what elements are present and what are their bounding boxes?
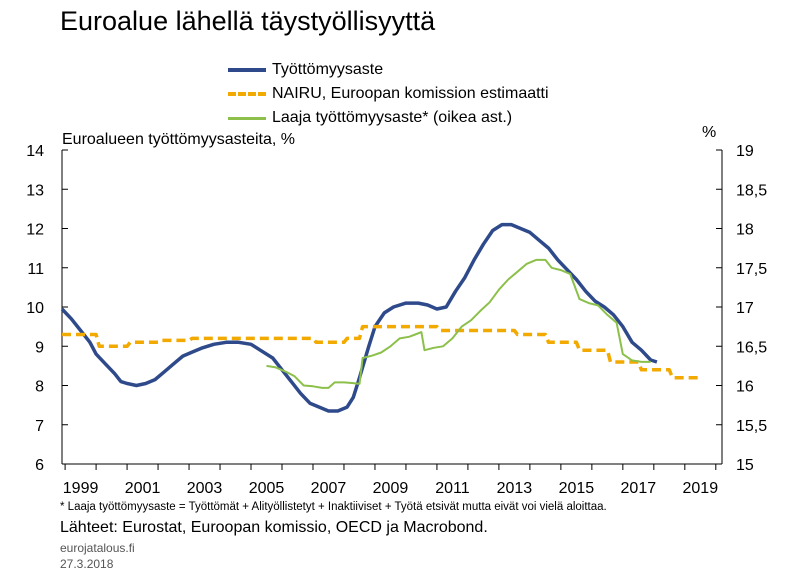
left-y-tick-label: 11 [27, 261, 44, 278]
left-y-tick-label: 12 [26, 222, 44, 239]
publish-date: 27.3.2018 [60, 557, 114, 571]
right-y-tick-label: 16 [736, 379, 754, 396]
right-axis-label: % [702, 124, 717, 141]
legend-item-unemployment: Työttömyysaste [228, 58, 549, 82]
x-tick-label: 2015 [559, 480, 595, 497]
axes: 6 7 8 9 10 11 12 13 14 15 15,5 16 16,5 17 17,5 18 18,5 19… [26, 143, 767, 497]
series-line-broad-unemployment [266, 258, 651, 389]
series-lines [60, 222, 701, 413]
series-line-nairu [62, 324, 701, 380]
right-y-tick-label: 18 [736, 222, 754, 239]
x-tick-label: 2011 [435, 480, 470, 497]
legend-item-nairu: NAIRU, Euroopan komission estimaatti [228, 82, 549, 106]
left-y-tick-label: 8 [35, 379, 44, 396]
site-name: eurojatalous.fi [60, 541, 135, 555]
sources: Lähteet: Eurostat, Euroopan komissio, OE… [60, 519, 488, 536]
line-chart: 6 7 8 9 10 11 12 13 14 15 15,5 16 16,5 17 17,5 18 18,5 19… [26, 143, 767, 497]
x-tick-label: 2019 [683, 480, 719, 497]
chart-title: Euroalue lähellä täystyöllisyyttä [60, 6, 436, 36]
legend-item-broad-unemployment: Laaja työttömyysaste* (oikea ast.) [228, 106, 549, 130]
left-y-tick-label: 6 [35, 457, 44, 474]
right-y-tick-label: 17,5 [736, 261, 767, 278]
x-tick-label: 2013 [497, 480, 533, 497]
x-tick-label: 2005 [249, 480, 285, 497]
left-axis-label: Euroalueen työttömyysasteita, % [62, 131, 296, 148]
x-tick-label: 2017 [621, 480, 657, 497]
right-y-tick-label: 15,5 [736, 418, 767, 435]
right-y-tick-label: 17 [736, 300, 754, 317]
footnote: * Laaja työttömyysaste = Työttömät + Ali… [60, 501, 607, 513]
legend-label-nairu: NAIRU, Euroopan komission estimaatti [272, 85, 549, 102]
legend-swatch-broad-unemployment [228, 116, 266, 120]
left-y-tick-label: 14 [26, 143, 44, 160]
legend-label-unemployment: Työttömyysaste [272, 61, 384, 78]
x-tick-label: 1999 [63, 480, 99, 497]
left-y-tick-label: 10 [26, 300, 44, 317]
x-tick-label: 2003 [187, 480, 223, 497]
legend-label-broad-unemployment: Laaja työttömyysaste* (oikea ast.) [272, 109, 513, 126]
right-y-tick-label: 15 [736, 457, 754, 474]
left-y-tick-label: 9 [35, 339, 44, 356]
legend-swatch-nairu [228, 92, 266, 96]
legend-swatch-unemployment [228, 68, 266, 72]
right-y-tick-label: 19 [736, 143, 754, 160]
legend: Työttömyysaste NAIRU, Euroopan komission… [228, 58, 549, 130]
left-y-tick-label: 13 [26, 182, 44, 199]
x-tick-label: 2007 [311, 480, 347, 497]
right-y-tick-label: 18,5 [736, 182, 767, 199]
left-y-tick-label: 7 [35, 418, 44, 435]
x-tick-label: 2001 [125, 480, 161, 497]
right-y-tick-label: 16,5 [736, 339, 767, 356]
x-tick-label: 2009 [373, 480, 409, 497]
